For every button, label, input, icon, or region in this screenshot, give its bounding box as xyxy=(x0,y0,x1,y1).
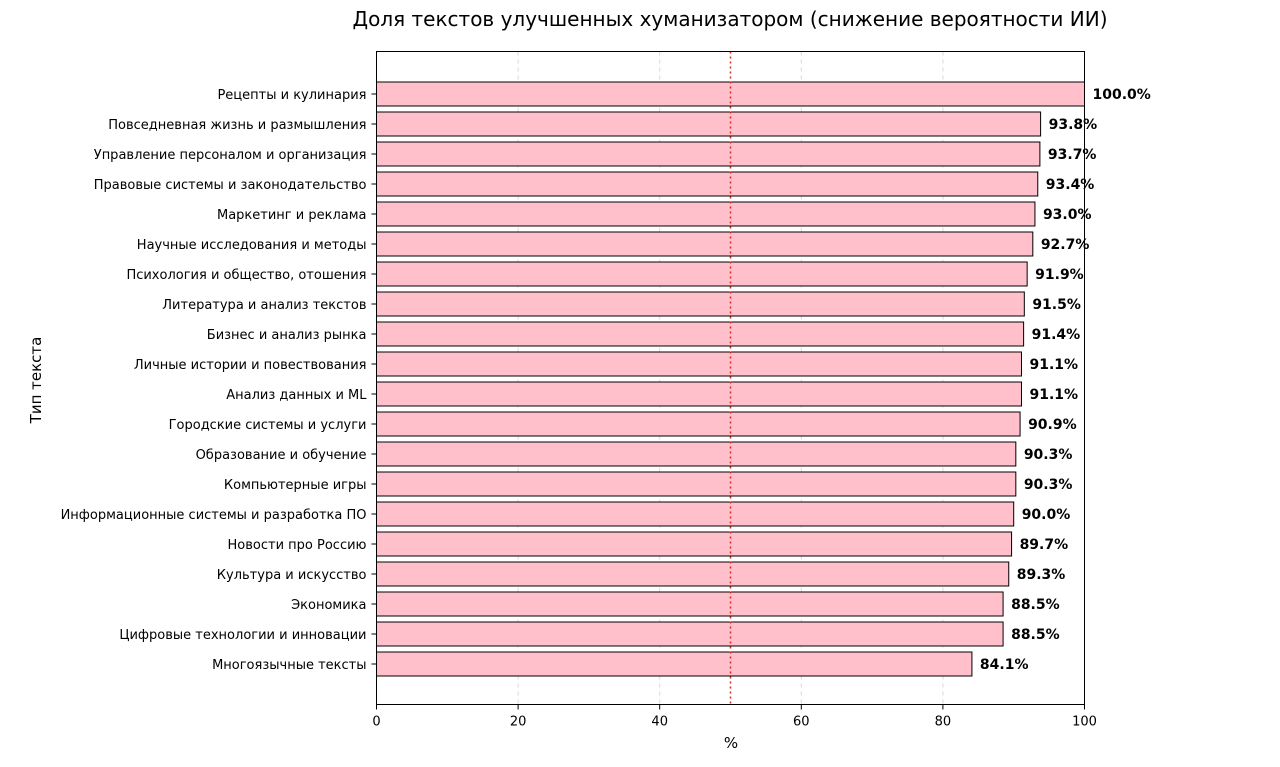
bar xyxy=(376,591,1004,617)
category-label: Психология и общество, отошения xyxy=(126,268,366,283)
category-label: Анализ данных и ML xyxy=(226,388,367,403)
bar xyxy=(376,201,1036,227)
bar xyxy=(376,261,1028,287)
value-label: 90.3% xyxy=(1024,447,1073,463)
x-tick-label: 0 xyxy=(372,715,380,730)
bar xyxy=(376,291,1025,317)
value-label: 91.5% xyxy=(1032,297,1081,313)
plot-frame xyxy=(376,51,1085,705)
value-label: 91.1% xyxy=(1029,387,1078,403)
category-label: Образование и обучение xyxy=(196,448,367,463)
value-label: 88.5% xyxy=(1011,627,1060,643)
bar xyxy=(376,411,1021,437)
value-label: 84.1% xyxy=(980,657,1029,673)
value-label: 89.3% xyxy=(1017,567,1066,583)
bar xyxy=(376,531,1013,557)
category-label: Управление персоналом и организация xyxy=(94,148,367,163)
bar xyxy=(376,171,1039,197)
value-label: 90.0% xyxy=(1022,507,1071,523)
bar xyxy=(376,501,1015,527)
value-label: 91.9% xyxy=(1035,267,1084,283)
category-label: Многоязычные тексты xyxy=(212,658,366,673)
category-label: Рецепты и кулинария xyxy=(217,88,366,103)
value-label: 93.7% xyxy=(1048,147,1097,163)
value-label: 100.0% xyxy=(1093,87,1151,103)
bar xyxy=(376,321,1025,347)
bar xyxy=(376,441,1017,467)
category-label: Правовые системы и законодательство xyxy=(94,178,367,193)
bar xyxy=(376,651,973,677)
value-label: 93.8% xyxy=(1049,117,1098,133)
value-label: 93.0% xyxy=(1043,207,1092,223)
x-tick-label: 80 xyxy=(935,715,952,730)
x-tick-label: 20 xyxy=(510,715,527,730)
category-label: Маркетинг и реклама xyxy=(217,208,367,223)
category-label: Экономика xyxy=(291,598,366,613)
bars xyxy=(376,81,1085,677)
value-label: 93.4% xyxy=(1046,177,1095,193)
category-label: Новости про Россию xyxy=(228,538,367,553)
x-axis-label: % xyxy=(724,734,738,752)
bar xyxy=(376,111,1042,137)
value-labels: 100.0% 93.8% 93.7% 93.4% 93.0% 92.7% 91.9% 91.5… xyxy=(980,87,1151,673)
bar xyxy=(376,141,1041,167)
value-label: 92.7% xyxy=(1041,237,1090,253)
x-tick-label: 60 xyxy=(793,715,810,730)
value-label: 90.9% xyxy=(1028,417,1077,433)
value-label: 91.4% xyxy=(1032,327,1081,343)
category-label: Литература и анализ текстов xyxy=(162,298,366,313)
x-axis-ticks: 0 20 40 60 80 100 xyxy=(372,704,1097,730)
category-label: Повседневная жизнь и размышления xyxy=(108,118,366,133)
value-label: 89.7% xyxy=(1020,537,1069,553)
category-label: Городские системы и услуги xyxy=(169,418,367,433)
category-label: Личные истории и повествования xyxy=(134,358,367,373)
category-label: Информационные системы и разработка ПО xyxy=(61,508,367,523)
bar xyxy=(376,621,1004,647)
value-label: 88.5% xyxy=(1011,597,1060,613)
category-label: Культура и искусство xyxy=(217,568,367,583)
x-tick-label: 100 xyxy=(1072,715,1097,730)
category-label: Цифровые технологии и инновации xyxy=(119,628,366,643)
bar xyxy=(376,231,1034,257)
bar xyxy=(376,381,1022,407)
category-label: Бизнес и анализ рынка xyxy=(207,328,367,343)
bar xyxy=(376,351,1022,377)
category-label: Научные исследования и методы xyxy=(137,238,367,253)
category-label: Компьютерные игры xyxy=(224,478,367,493)
x-tick-label: 40 xyxy=(651,715,668,730)
bar xyxy=(376,561,1010,587)
value-label: 91.1% xyxy=(1029,357,1078,373)
y-axis-label: Тип текста xyxy=(27,337,45,425)
category-labels: Рецепты и кулинария Повседневная жизнь и … xyxy=(61,88,377,673)
value-label: 90.3% xyxy=(1024,477,1073,493)
bar xyxy=(376,471,1017,497)
chart-title: Доля текстов улучшенных хуманизатором (с… xyxy=(352,7,1107,31)
